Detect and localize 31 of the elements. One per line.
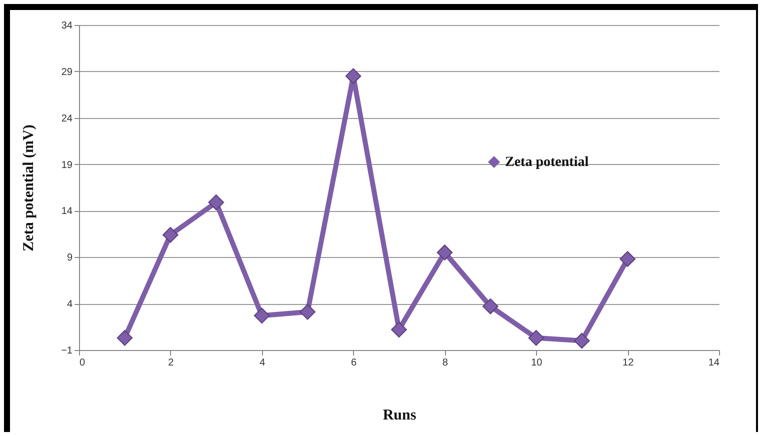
point — [391, 322, 407, 338]
point — [482, 298, 498, 314]
point — [436, 244, 453, 260]
point — [528, 330, 544, 346]
point — [574, 332, 590, 349]
y-axis-title: Zeta potential (mV) — [21, 124, 38, 252]
x-tick-label: 12 — [622, 358, 634, 368]
x-tick-label: 2 — [168, 358, 174, 368]
y-tick-label: 34 — [61, 20, 73, 32]
point — [345, 68, 362, 84]
y-tick-label: 14 — [61, 206, 73, 218]
x-tick-label: 8 — [442, 358, 448, 368]
point — [300, 304, 316, 320]
y-tick-label: 19 — [61, 160, 73, 171]
x-tick-label: 0 — [80, 358, 86, 368]
x-tick-label: 4 — [260, 358, 266, 368]
y-tick-label: 9 — [66, 252, 73, 264]
x-tick-label: 6 — [351, 358, 358, 368]
point — [116, 330, 133, 346]
x-tick-label: 10 — [531, 358, 543, 368]
y-tick-label: 4 — [66, 299, 73, 310]
point — [208, 194, 224, 210]
point — [254, 308, 270, 324]
y-tick-label: 24 — [61, 113, 73, 124]
y-tick-label: 29 — [61, 66, 73, 78]
x-tick-label: 14 — [708, 358, 720, 368]
y-tick-label: −1 — [61, 346, 73, 356]
x-axis-title: Runs — [382, 408, 416, 424]
point — [620, 251, 636, 267]
point — [162, 226, 178, 243]
legend-label: Zeta potential — [505, 155, 589, 170]
